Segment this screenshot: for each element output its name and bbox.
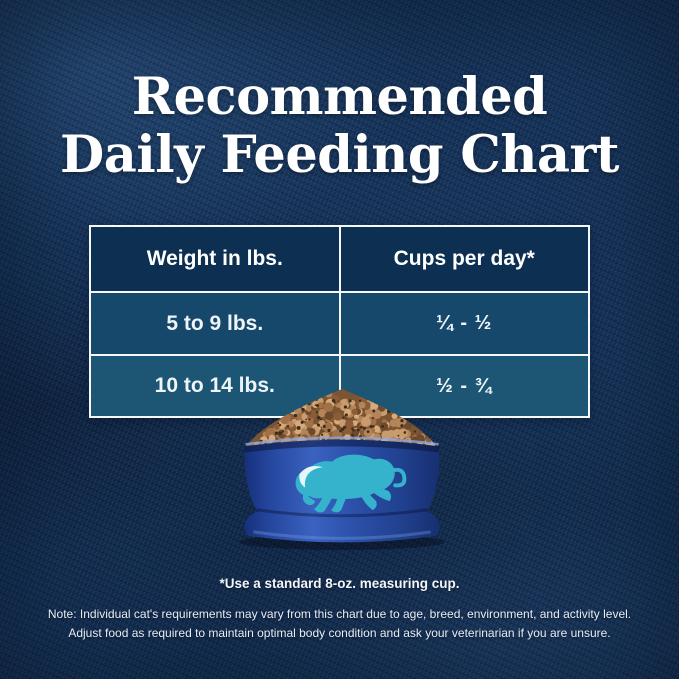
feeding-chart-table: Weight in lbs. Cups per day* 5 to 9 lbs.… <box>89 225 590 418</box>
table-cell-weight-row1: 5 to 9 lbs. <box>91 293 339 354</box>
bowl-foot-highlight <box>253 530 431 540</box>
food-bowl-graphic <box>229 388 451 554</box>
table-cell-weight-row2: 10 to 14 lbs. <box>91 356 339 416</box>
disclaimer-line-2: Adjust food as required to maintain opti… <box>68 625 611 640</box>
buffalo-body <box>302 454 395 500</box>
table-cell-cups-row2: ½ - ¾ <box>340 356 588 416</box>
column-header-cups: Cups per day* <box>340 227 588 291</box>
buffalo-head <box>295 470 322 497</box>
page-title: Recommended Daily Feeding Chart <box>0 68 679 184</box>
buffalo-tail <box>389 467 407 488</box>
buffalo-front-leg <box>314 494 333 513</box>
bowl-groove <box>256 508 428 518</box>
title-line-1: Recommended <box>131 67 548 127</box>
table-cell-cups-row1: ¼ - ½ <box>340 293 588 354</box>
bowl-rim-highlight <box>245 436 439 446</box>
title-line-2: Daily Feeding Chart <box>60 125 619 185</box>
buffalo-rear-leg <box>360 490 377 511</box>
disclaimer-line-1: Note: Individual cat's requirements may … <box>47 607 632 621</box>
bowl-and-kibble-illustration <box>239 389 445 550</box>
measuring-cup-footnote: *Use a standard 8-oz. measuring cup. <box>219 576 460 591</box>
bowl-rim-shade <box>244 439 440 453</box>
buffalo-head-patch <box>299 465 324 488</box>
buffalo-logo <box>295 454 407 513</box>
disclaimer-note: Note: Individual cat's requirements may … <box>28 605 651 642</box>
buffalo-beard <box>302 492 316 506</box>
column-header-weight: Weight in lbs. <box>91 227 339 291</box>
buffalo-front-leg-2 <box>331 496 346 513</box>
buffalo-rear-leg-2 <box>371 486 392 502</box>
